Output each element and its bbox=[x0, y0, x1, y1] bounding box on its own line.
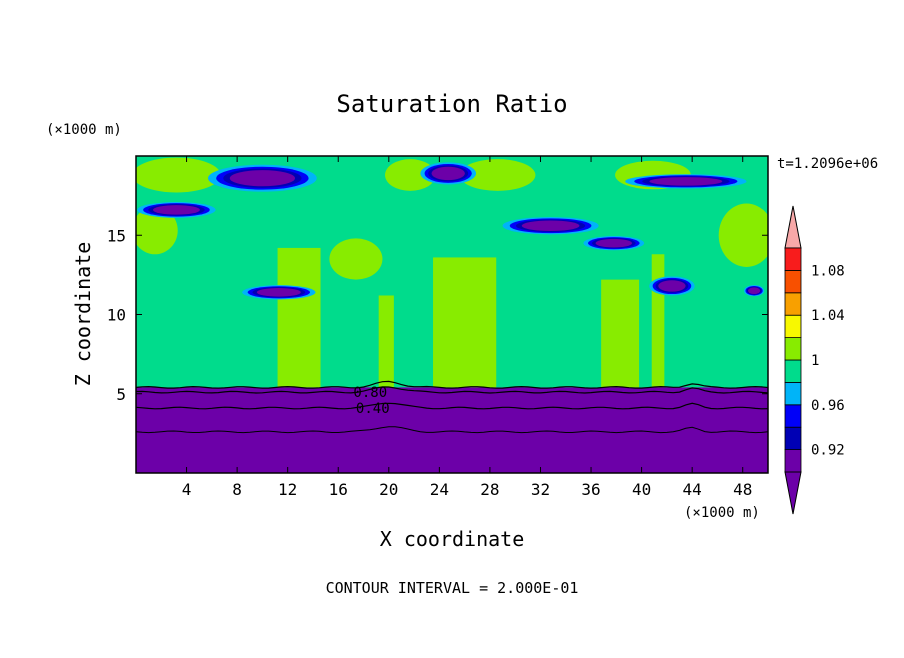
subsaturated-region bbox=[748, 287, 761, 295]
x-tick-label: 32 bbox=[531, 480, 550, 499]
supersaturated-region bbox=[136, 157, 221, 193]
subsaturated-region bbox=[229, 170, 296, 187]
supersaturated-column bbox=[601, 279, 640, 388]
colorbar-tick-label: 1.04 bbox=[811, 308, 845, 324]
x-tick-label: 12 bbox=[278, 480, 297, 499]
colorbar-swatch bbox=[784, 381, 802, 406]
colorbar-swatch bbox=[784, 359, 802, 383]
x-tick-label: 20 bbox=[379, 480, 398, 499]
supersaturated-column bbox=[651, 254, 665, 388]
x-tick-label: 44 bbox=[683, 480, 702, 499]
contour-label: 0.40 bbox=[356, 401, 390, 417]
contour-interval-footer: CONTOUR INTERVAL = 2.000E-01 bbox=[326, 579, 579, 597]
x-tick-label: 48 bbox=[733, 480, 752, 499]
supersaturated-region bbox=[136, 206, 178, 255]
y-tick-label: 5 bbox=[116, 385, 126, 404]
x-tick-label: 16 bbox=[329, 480, 348, 499]
y-tick-label: 10 bbox=[107, 306, 126, 325]
colorbar-swatch bbox=[784, 314, 802, 339]
x-tick-label: 8 bbox=[232, 480, 242, 499]
lower-dry-layer bbox=[136, 387, 768, 473]
x-tick-label: 24 bbox=[430, 480, 449, 499]
x-tick-label: 36 bbox=[581, 480, 600, 499]
supersaturated-region bbox=[329, 238, 383, 280]
supersaturated-region bbox=[718, 203, 768, 267]
subsaturated-region bbox=[256, 288, 301, 297]
subsaturated-region bbox=[152, 205, 200, 215]
colorbar-over-triangle bbox=[784, 205, 802, 249]
colorbar-under-triangle bbox=[784, 471, 802, 515]
contour-line bbox=[136, 402, 768, 410]
colorbar-swatch bbox=[784, 292, 802, 316]
subsaturated-region bbox=[649, 177, 723, 186]
y-tick-label: 15 bbox=[107, 226, 126, 245]
contour-line bbox=[136, 380, 768, 389]
x-axis-label: X coordinate bbox=[380, 527, 525, 551]
colorbar-tick-label: 0.92 bbox=[811, 443, 845, 459]
supersaturated-column bbox=[433, 257, 497, 388]
time-label: t=1.2096e+06 bbox=[777, 156, 878, 172]
subsaturated-region bbox=[658, 280, 686, 292]
colorbar-tick-label: 1.08 bbox=[811, 263, 845, 279]
chart-title: Saturation Ratio bbox=[336, 90, 567, 118]
contour-line bbox=[136, 426, 768, 434]
supersaturated-column bbox=[277, 247, 321, 388]
colorbar-swatch bbox=[784, 269, 802, 294]
y-units-label: (×1000 m) bbox=[46, 122, 122, 138]
colorbar-swatch bbox=[784, 426, 802, 451]
supersaturated-region bbox=[459, 159, 536, 191]
colorbar-swatch bbox=[784, 247, 802, 271]
subsaturated-region bbox=[595, 238, 632, 248]
colorbar-tick-label: 1 bbox=[811, 353, 819, 369]
x-tick-label: 28 bbox=[480, 480, 499, 499]
subsaturated-region bbox=[431, 166, 465, 181]
supersaturated-column bbox=[378, 295, 394, 388]
colorbar: 0.92 0.96 1 1.04 1.08 bbox=[784, 205, 845, 515]
contour-label: 0.80 bbox=[353, 385, 387, 401]
x-tick-label: 40 bbox=[632, 480, 651, 499]
colorbar-swatch bbox=[784, 449, 802, 473]
x-units-label: (×1000 m) bbox=[684, 505, 760, 521]
colorbar-swatch bbox=[784, 404, 802, 428]
x-tick-label: 4 bbox=[182, 480, 192, 499]
colorbar-swatch bbox=[784, 337, 802, 361]
subsaturated-region bbox=[521, 220, 580, 231]
supersaturated-region bbox=[385, 159, 436, 191]
contour-line bbox=[136, 386, 768, 394]
colorbar-tick-label: 0.96 bbox=[811, 398, 845, 414]
y-axis-label: Z coordinate bbox=[71, 242, 95, 387]
